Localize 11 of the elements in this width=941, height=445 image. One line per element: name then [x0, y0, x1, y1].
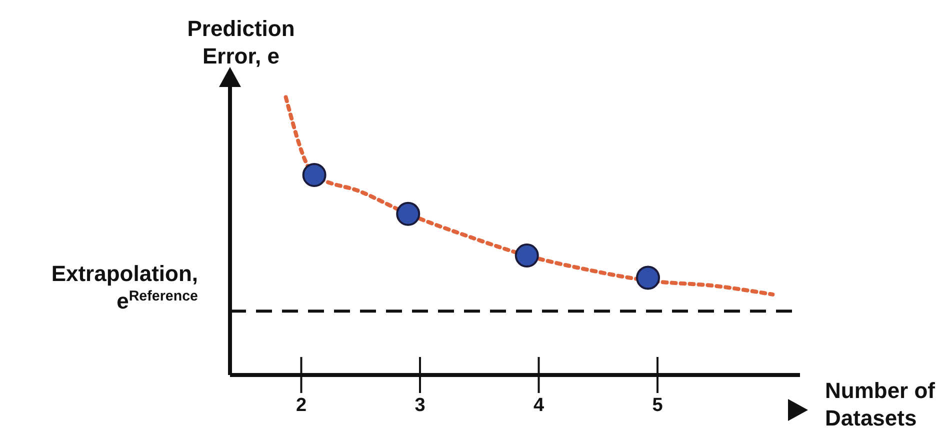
y-axis-title: Prediction Error, e	[187, 16, 295, 68]
point	[514, 244, 539, 268]
x-axis-title: Number of Datasets	[825, 378, 936, 430]
x-tick-label: 5	[652, 395, 664, 416]
point	[636, 266, 660, 290]
x-tick-label: 3	[414, 395, 426, 416]
ref-line-label: Extrapolation, e$^{Reference}$	[51, 261, 198, 314]
point	[396, 202, 420, 226]
point	[302, 163, 326, 187]
x-tick-label: 2	[296, 395, 307, 416]
x-tick-label: 4	[533, 395, 544, 416]
